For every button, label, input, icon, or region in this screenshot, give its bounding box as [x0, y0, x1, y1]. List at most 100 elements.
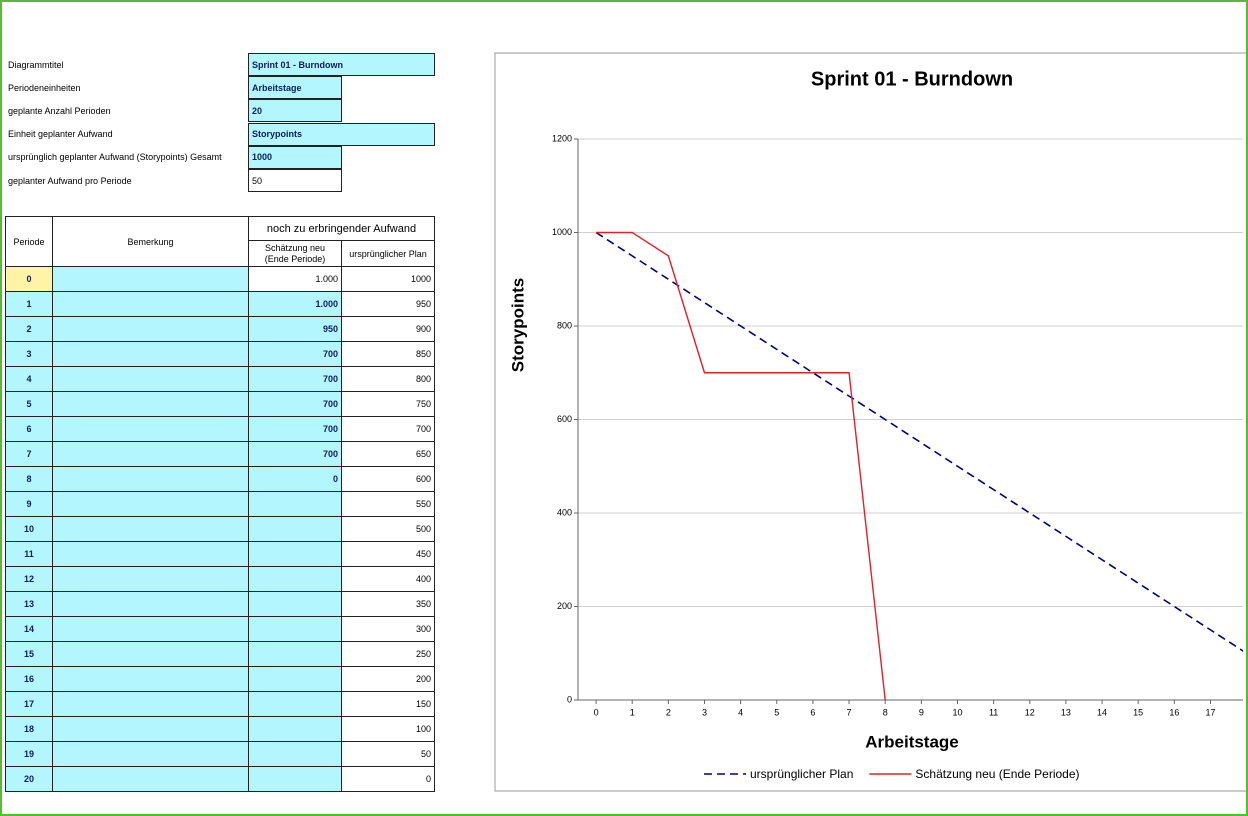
plan-cell: 650	[341, 441, 435, 467]
estimate-cell	[248, 591, 342, 617]
remark-cell	[52, 416, 249, 442]
x-tick-label: 15	[1133, 707, 1143, 717]
estimate-cell: 700	[248, 391, 342, 417]
remark-cell	[52, 666, 249, 692]
period-cell: 7	[5, 441, 53, 467]
chart-frame	[494, 52, 1246, 792]
period-cell: 1	[5, 291, 53, 317]
chart-title: Sprint 01 - Burndown	[811, 68, 1013, 90]
setting-value: 1000	[248, 145, 342, 169]
x-tick-label: 13	[1061, 707, 1071, 717]
plan-cell: 100	[341, 716, 435, 742]
plan-cell: 500	[341, 516, 435, 542]
estimate-cell: 700	[248, 366, 342, 392]
plan-cell: 0	[341, 766, 435, 792]
period-cell: 17	[5, 691, 53, 717]
header-cell: ursprünglicher Plan	[341, 240, 435, 267]
x-tick-label: 7	[847, 707, 852, 717]
plan-cell: 150	[341, 691, 435, 717]
plan-cell: 250	[341, 641, 435, 667]
remark-cell	[52, 691, 249, 717]
remark-cell	[52, 491, 249, 517]
plan-cell: 800	[341, 366, 435, 392]
remark-cell	[52, 441, 249, 467]
estimate-cell: 0	[248, 466, 342, 492]
period-cell: 14	[5, 616, 53, 642]
period-cell: 4	[5, 366, 53, 392]
x-tick-label: 11	[989, 707, 998, 717]
x-tick-label: 10	[952, 707, 962, 717]
setting-value: Sprint 01 - Burndown	[248, 53, 435, 76]
setting-value: Storypoints	[248, 122, 435, 146]
remark-cell	[52, 616, 249, 642]
x-tick-label: 0	[594, 707, 599, 717]
setting-label: Diagrammtitel	[8, 59, 64, 70]
x-axis-label: Arbeitstage	[865, 732, 959, 751]
setting-label: geplante Anzahl Perioden	[8, 105, 111, 116]
x-tick-label: 4	[738, 707, 743, 717]
period-cell: 0	[5, 266, 53, 292]
plan-cell: 350	[341, 591, 435, 617]
series-line	[596, 231, 886, 701]
y-tick-label: 0	[567, 694, 572, 704]
plan-cell: 200	[341, 666, 435, 692]
x-tick-label: 12	[1025, 707, 1035, 717]
plan-cell: 700	[341, 416, 435, 442]
period-cell: 19	[5, 741, 53, 767]
plan-cell: 600	[341, 466, 435, 492]
remark-cell	[52, 591, 249, 617]
setting-label: geplanter Aufwand pro Periode	[8, 175, 132, 186]
plot-lines	[595, 231, 1243, 701]
remark-cell	[52, 641, 249, 667]
setting-value: 50	[248, 169, 342, 192]
x-tick-label: 9	[919, 707, 924, 717]
remark-cell	[52, 766, 249, 792]
period-cell: 20	[5, 766, 53, 792]
estimate-cell: 700	[248, 441, 342, 467]
estimate-cell	[248, 766, 342, 792]
period-cell: 11	[5, 541, 53, 567]
estimate-cell	[248, 566, 342, 592]
plan-cell: 750	[341, 391, 435, 417]
x-tick-label: 14	[1097, 707, 1107, 717]
plan-cell: 1000	[341, 266, 435, 292]
estimate-cell: 950	[248, 316, 342, 342]
period-cell: 13	[5, 591, 53, 617]
period-cell: 10	[5, 516, 53, 542]
period-cell: 6	[5, 416, 53, 442]
plan-cell: 50	[341, 741, 435, 767]
remark-cell	[52, 341, 249, 367]
y-tick-label: 400	[557, 507, 572, 517]
remark-cell	[52, 541, 249, 567]
header-cell: Periode	[5, 216, 53, 267]
estimate-cell	[248, 541, 342, 567]
y-tick-label: 1000	[552, 227, 572, 237]
period-cell: 15	[5, 641, 53, 667]
remark-cell	[52, 366, 249, 392]
estimate-cell	[248, 716, 342, 742]
remark-cell	[52, 566, 249, 592]
plan-cell: 300	[341, 616, 435, 642]
estimate-cell	[248, 516, 342, 542]
x-tick-label: 3	[702, 707, 707, 717]
x-tick-label: 17	[1205, 707, 1215, 717]
remark-cell	[52, 291, 249, 317]
period-cell: 2	[5, 316, 53, 342]
remark-cell	[52, 716, 249, 742]
header-cell: Bemerkung	[52, 216, 249, 267]
period-cell: 16	[5, 666, 53, 692]
remark-cell	[52, 466, 249, 492]
x-tick-label: 5	[774, 707, 779, 717]
estimate-cell	[248, 491, 342, 517]
estimate-cell: 1.000	[248, 266, 342, 292]
period-cell: 3	[5, 341, 53, 367]
period-cell: 8	[5, 466, 53, 492]
remark-cell	[52, 741, 249, 767]
plan-cell: 950	[341, 291, 435, 317]
plan-cell: 550	[341, 491, 435, 517]
remark-cell	[52, 391, 249, 417]
legend-label: ursprünglicher Plan	[750, 767, 853, 781]
x-tick-label: 16	[1169, 707, 1179, 717]
